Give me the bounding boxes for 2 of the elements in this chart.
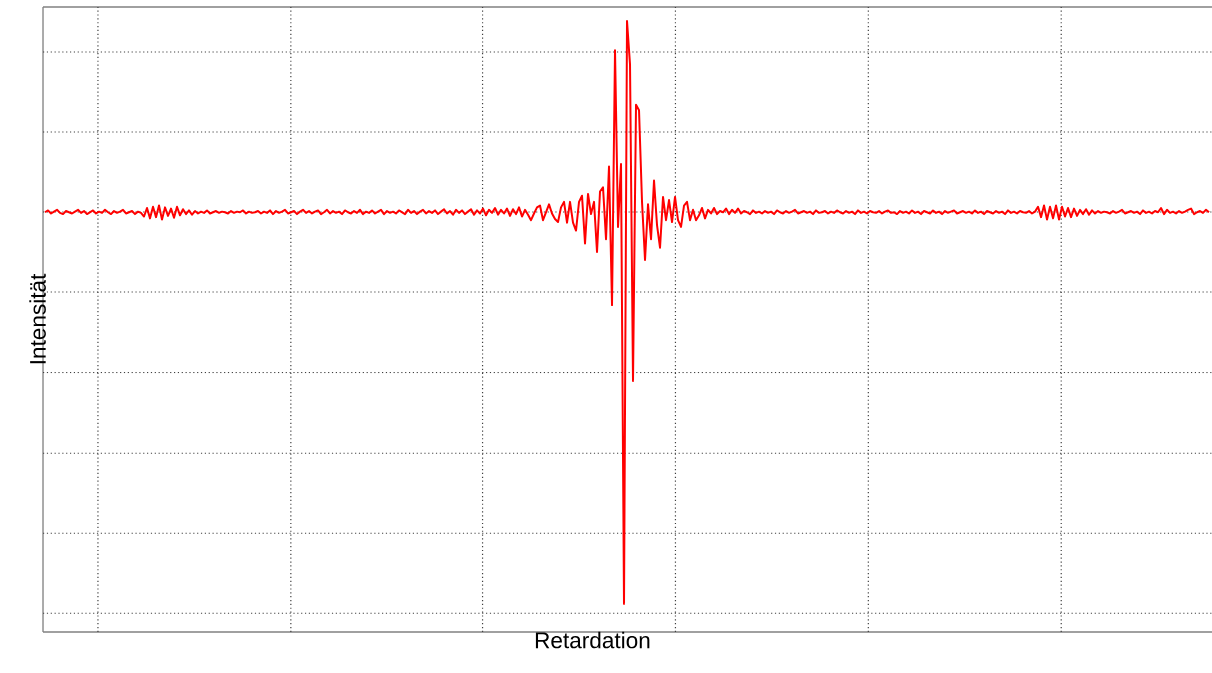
y-axis-title: Intensität [29, 273, 46, 364]
x-axis-title: Retardation [535, 631, 650, 649]
